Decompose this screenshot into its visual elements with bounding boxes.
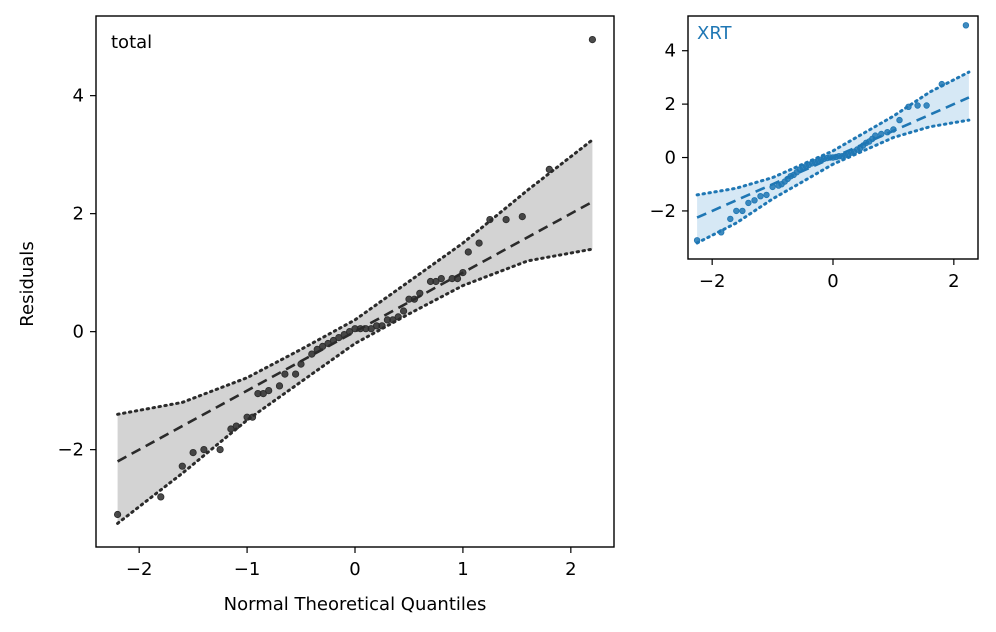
- data-point: [227, 425, 235, 433]
- data-point: [486, 216, 494, 224]
- data-point: [938, 80, 945, 88]
- panel-title-xrt: XRT: [697, 23, 733, 44]
- data-point: [410, 295, 418, 303]
- y-tick-label: 2: [73, 204, 84, 225]
- x-tick-label: 2: [948, 271, 959, 292]
- y-tick-label: 2: [665, 94, 676, 115]
- data-point: [464, 248, 472, 256]
- data-point: [475, 239, 483, 247]
- x-tick-label: −2: [699, 271, 726, 292]
- data-point: [545, 165, 553, 173]
- data-point: [275, 382, 284, 390]
- data-point: [769, 183, 776, 191]
- data-point: [399, 307, 408, 315]
- data-point: [378, 322, 386, 330]
- reference-line: [116, 200, 594, 463]
- data-point: [297, 360, 305, 368]
- data-point: [763, 191, 770, 199]
- x-tick-label: −2: [126, 559, 153, 580]
- data-point: [281, 370, 289, 378]
- upper-bound-line: [695, 70, 971, 197]
- data-point: [340, 330, 348, 339]
- y-tick-label: 4: [73, 86, 84, 107]
- data-point: [718, 229, 725, 236]
- data-point: [872, 132, 879, 139]
- y-tick-label: −2: [649, 201, 676, 222]
- data-point: [335, 333, 343, 342]
- x-axis-label: Normal Theoretical Quantiles: [224, 594, 487, 615]
- data-point: [389, 316, 397, 324]
- data-point: [189, 448, 197, 457]
- data-point: [453, 274, 462, 283]
- y-tick-label: 0: [73, 322, 84, 343]
- data-point: [896, 116, 903, 124]
- data-point: [518, 213, 526, 221]
- data-point: [432, 277, 440, 286]
- x-tick-label: 0: [349, 559, 360, 580]
- panel-title-total: total: [111, 32, 152, 53]
- data-point: [914, 102, 921, 109]
- x-tick-label: −1: [234, 559, 261, 580]
- data-point: [324, 339, 332, 348]
- y-tick-label: −2: [57, 440, 84, 461]
- data-point: [962, 22, 970, 29]
- data-point: [437, 274, 445, 283]
- data-point: [318, 342, 327, 350]
- x-tick-label: 2: [565, 559, 576, 580]
- data-point: [178, 462, 186, 470]
- data-point: [259, 389, 267, 398]
- panel-total: −2 −1 0 1 2 −2 0 2 4 total Normal Theoretical Qu…: [17, 15, 615, 615]
- data-point: [757, 192, 764, 200]
- y-axis-label: Residuals: [17, 241, 38, 326]
- data-point: [459, 268, 467, 277]
- data-point: [727, 215, 734, 223]
- lower-bound-line: [116, 247, 594, 525]
- data-point: [751, 197, 758, 204]
- data-point: [313, 345, 321, 353]
- data-point: [308, 350, 316, 358]
- data-point: [502, 216, 510, 224]
- data-point: [890, 126, 897, 133]
- x-tick-label: 1: [457, 559, 468, 580]
- data-point: [905, 103, 912, 110]
- data-point: [291, 370, 300, 378]
- data-point: [733, 207, 740, 215]
- data-point: [248, 413, 257, 421]
- data-point: [157, 493, 165, 501]
- x-tick-label: 0: [827, 271, 838, 292]
- data-point: [588, 35, 597, 44]
- data-point: [232, 422, 240, 430]
- data-point: [693, 237, 701, 244]
- y-tick-label: 4: [665, 41, 676, 62]
- lower-bound-line: [695, 118, 971, 245]
- data-point: [329, 336, 337, 345]
- data-point: [884, 128, 891, 136]
- panel-xrt: −2 0 2 −2 0 2 4 XRT: [649, 15, 979, 292]
- data-point: [739, 207, 746, 215]
- data-point: [923, 102, 930, 109]
- data-point: [394, 313, 402, 321]
- data-point: [114, 510, 122, 519]
- data-point: [367, 325, 375, 333]
- y-tick-label: 0: [665, 148, 676, 169]
- data-point: [416, 289, 424, 297]
- upper-bound-line: [116, 138, 594, 416]
- data-point: [345, 327, 354, 336]
- data-point: [216, 445, 224, 454]
- data-point: [265, 386, 273, 395]
- data-point: [745, 199, 752, 207]
- data-point: [200, 445, 208, 454]
- data-point: [878, 130, 885, 138]
